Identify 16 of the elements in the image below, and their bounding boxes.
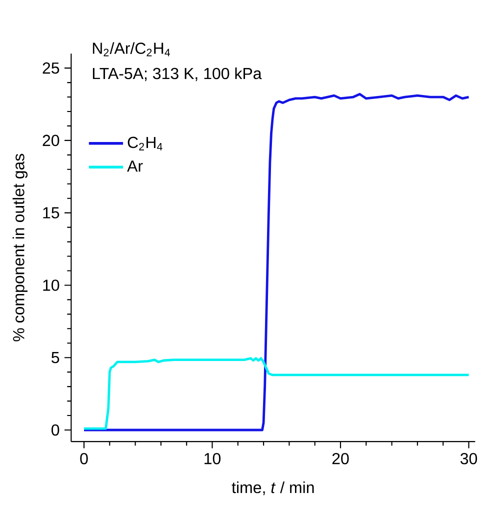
x-tick-label: 0	[80, 452, 88, 464]
legend-label: Ar	[127, 160, 143, 172]
annotation: LTA-5A; 313 K, 100 kPa	[92, 67, 262, 82]
y-tick-label: 0	[52, 424, 60, 436]
y-axis-title: % component in outlet gas	[12, 154, 28, 342]
y-tick-label: 5	[52, 352, 60, 364]
x-tick-label: 10	[204, 452, 221, 464]
y-tick-label: 10	[43, 280, 60, 291]
x-tick-label: 30	[460, 452, 478, 464]
y-tick-label: 15	[43, 207, 60, 218]
legend-label: C$_{2}$H$_{4}$	[128, 136, 162, 150]
y-tick-label: 20	[42, 134, 60, 146]
x-tick-label: 20	[332, 452, 349, 464]
annotation: N$_{2}$/Ar/C$_{2}$H$_{4}$	[92, 42, 170, 56]
y-tick-label: 25	[42, 62, 60, 74]
x-axis-title: time, t / min	[232, 481, 314, 496]
